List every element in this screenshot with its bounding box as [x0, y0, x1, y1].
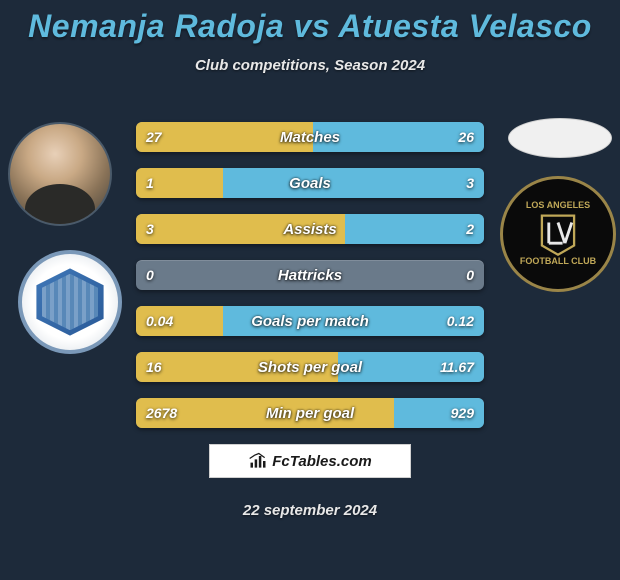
club-left-badge — [18, 250, 122, 354]
stat-label: Min per goal — [136, 398, 484, 428]
subtitle: Club competitions, Season 2024 — [0, 57, 620, 74]
page-title: Nemanja Radoja vs Atuesta Velasco — [0, 0, 620, 45]
player-left-avatar — [8, 122, 112, 226]
footer-date: 22 september 2024 — [0, 502, 620, 519]
chart-icon — [248, 451, 268, 471]
stat-label: Assists — [136, 214, 484, 244]
stat-label: Goals — [136, 168, 484, 198]
stat-row: 00Hattricks — [136, 260, 484, 290]
player-right-avatar — [508, 118, 612, 158]
stat-label: Goals per match — [136, 306, 484, 336]
stat-row: 13Goals — [136, 168, 484, 198]
club-right-badge: LOS ANGELES FOOTBALL CLUB — [500, 176, 616, 292]
brand-badge: FcTables.com — [209, 444, 411, 478]
stat-label: Matches — [136, 122, 484, 152]
lafc-icon — [535, 211, 581, 257]
stat-label: Hattricks — [136, 260, 484, 290]
club-right-text-bottom: FOOTBALL CLUB — [520, 257, 596, 267]
stat-label: Shots per goal — [136, 352, 484, 382]
club-right-text-top: LOS ANGELES — [526, 201, 590, 211]
stat-row: 32Assists — [136, 214, 484, 244]
stat-row: 0.040.12Goals per match — [136, 306, 484, 336]
stat-row: 2726Matches — [136, 122, 484, 152]
stat-row: 1611.67Shots per goal — [136, 352, 484, 382]
brand-text: FcTables.com — [272, 453, 371, 470]
stats-bars: 2726Matches 13Goals 32Assists 00Hattricks 0.… — [136, 122, 484, 444]
stat-row: 2678929Min per goal — [136, 398, 484, 428]
